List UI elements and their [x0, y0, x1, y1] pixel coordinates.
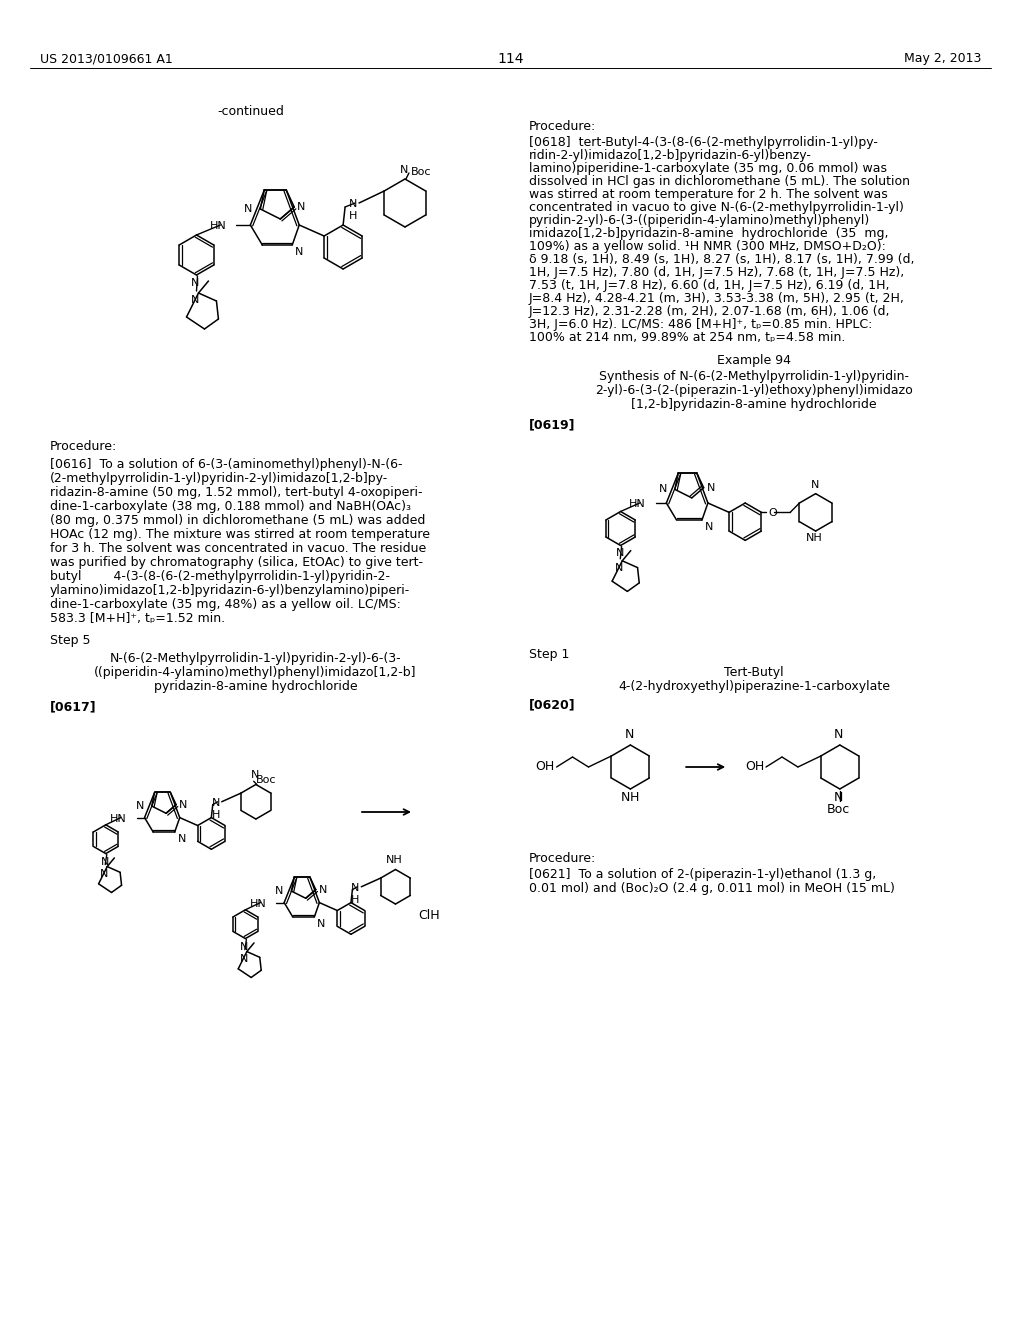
Text: Step 5: Step 5: [50, 634, 90, 647]
Text: 3H, J=6.0 Hz). LC/MS: 486 [M+H]⁺, tₚ=0.85 min. HPLC:: 3H, J=6.0 Hz). LC/MS: 486 [M+H]⁺, tₚ=0.8…: [528, 318, 872, 331]
Text: NH: NH: [386, 855, 402, 866]
Text: N: N: [810, 479, 819, 490]
Text: N: N: [707, 483, 715, 492]
Text: N: N: [275, 886, 284, 896]
Text: δ 9.18 (s, 1H), 8.49 (s, 1H), 8.27 (s, 1H), 8.17 (s, 1H), 7.99 (d,: δ 9.18 (s, 1H), 8.49 (s, 1H), 8.27 (s, 1…: [528, 253, 914, 267]
Text: [0619]: [0619]: [528, 418, 575, 432]
Text: Procedure:: Procedure:: [528, 120, 596, 133]
Text: N: N: [295, 247, 303, 257]
Text: N: N: [318, 884, 327, 895]
Text: [0621]  To a solution of 2-(piperazin-1-yl)ethanol (1.3 g,: [0621] To a solution of 2-(piperazin-1-y…: [528, 869, 876, 880]
Text: N: N: [615, 562, 624, 573]
Text: Procedure:: Procedure:: [50, 440, 117, 453]
Text: 583.3 [M+H]⁺, tₚ=1.52 min.: 583.3 [M+H]⁺, tₚ=1.52 min.: [50, 612, 225, 624]
Text: N: N: [835, 729, 844, 741]
Text: Boc: Boc: [256, 775, 276, 785]
Text: N: N: [244, 205, 253, 214]
Text: N: N: [241, 941, 249, 952]
Text: [0616]  To a solution of 6-(3-(aminomethyl)phenyl)-N-(6-: [0616] To a solution of 6-(3-(aminomethy…: [50, 458, 402, 471]
Text: N: N: [621, 791, 630, 804]
Text: (80 mg, 0.375 mmol) in dichloromethane (5 mL) was added: (80 mg, 0.375 mmol) in dichloromethane (…: [50, 513, 425, 527]
Text: lamino)piperidine-1-carboxylate (35 mg, 0.06 mmol) was: lamino)piperidine-1-carboxylate (35 mg, …: [528, 162, 887, 176]
Text: OH: OH: [536, 760, 555, 774]
Text: HN: HN: [250, 899, 266, 908]
Text: N: N: [191, 294, 200, 305]
Text: H: H: [630, 791, 639, 804]
Text: dine-1-carboxylate (38 mg, 0.188 mmol) and NaBH(OAc)₃: dine-1-carboxylate (38 mg, 0.188 mmol) a…: [50, 500, 411, 513]
Text: N: N: [349, 199, 357, 209]
Text: N: N: [705, 521, 714, 532]
Text: [0617]: [0617]: [50, 700, 96, 713]
Text: 109%) as a yellow solid. ¹H NMR (300 MHz, DMSO+D₂O):: 109%) as a yellow solid. ¹H NMR (300 MHz…: [528, 240, 886, 253]
Text: H: H: [349, 211, 357, 220]
Text: N: N: [658, 484, 667, 495]
Text: [0618]  tert-Butyl-4-(3-(8-(6-(2-methylpyrrolidin-1-yl)py-: [0618] tert-Butyl-4-(3-(8-(6-(2-methylpy…: [528, 136, 878, 149]
Text: H: H: [351, 895, 359, 904]
Text: ylamino)imidazo[1,2-b]pyridazin-6-yl)benzylamino)piperi-: ylamino)imidazo[1,2-b]pyridazin-6-yl)ben…: [50, 583, 411, 597]
Text: HN: HN: [210, 220, 226, 231]
Text: HOAc (12 mg). The mixture was stirred at room temperature: HOAc (12 mg). The mixture was stirred at…: [50, 528, 430, 541]
Text: pyridin-2-yl)-6-(3-((piperidin-4-ylamino)methyl)phenyl): pyridin-2-yl)-6-(3-((piperidin-4-ylamino…: [528, 214, 869, 227]
Text: 7.53 (t, 1H, J=7.8 Hz), 6.60 (d, 1H, J=7.5 Hz), 6.19 (d, 1H,: 7.53 (t, 1H, J=7.8 Hz), 6.60 (d, 1H, J=7…: [528, 279, 889, 292]
Text: N: N: [399, 165, 409, 176]
Text: (2-methylpyrrolidin-1-yl)pyridin-2-yl)imidazo[1,2-b]py-: (2-methylpyrrolidin-1-yl)pyridin-2-yl)im…: [50, 473, 388, 484]
Text: 2-yl)-6-(3-(2-(piperazin-1-yl)ethoxy)phenyl)imidazo: 2-yl)-6-(3-(2-(piperazin-1-yl)ethoxy)phe…: [595, 384, 913, 397]
Text: Tert-Butyl: Tert-Butyl: [724, 667, 783, 678]
Text: Boc: Boc: [411, 168, 431, 177]
Text: O: O: [768, 508, 777, 519]
Text: N-(6-(2-Methylpyrrolidin-1-yl)pyridin-2-yl)-6-(3-: N-(6-(2-Methylpyrrolidin-1-yl)pyridin-2-…: [110, 652, 401, 665]
Text: N: N: [625, 729, 634, 741]
Text: N: N: [297, 202, 305, 213]
Text: May 2, 2013: May 2, 2013: [904, 51, 981, 65]
Text: 114: 114: [498, 51, 524, 66]
Text: Synthesis of N-(6-(2-Methylpyrrolidin-1-yl)pyridin-: Synthesis of N-(6-(2-Methylpyrrolidin-1-…: [599, 370, 909, 383]
Text: ridazin-8-amine (50 mg, 1.52 mmol), tert-butyl 4-oxopiperi-: ridazin-8-amine (50 mg, 1.52 mmol), tert…: [50, 486, 422, 499]
Text: dine-1-carboxylate (35 mg, 48%) as a yellow oil. LC/MS:: dine-1-carboxylate (35 mg, 48%) as a yel…: [50, 598, 400, 611]
Text: N: N: [179, 800, 187, 809]
Text: HN: HN: [110, 813, 127, 824]
Text: N: N: [191, 279, 200, 288]
Text: H: H: [212, 809, 220, 820]
Text: Example 94: Example 94: [717, 354, 792, 367]
Text: N: N: [317, 919, 326, 929]
Text: N: N: [135, 801, 144, 810]
Text: N: N: [835, 791, 844, 804]
Text: [0620]: [0620]: [528, 698, 575, 711]
Text: Step 1: Step 1: [528, 648, 569, 661]
Text: ClH: ClH: [419, 909, 440, 923]
Text: 1H, J=7.5 Hz), 7.80 (d, 1H, J=7.5 Hz), 7.68 (t, 1H, J=7.5 Hz),: 1H, J=7.5 Hz), 7.80 (d, 1H, J=7.5 Hz), 7…: [528, 267, 904, 279]
Text: Procedure:: Procedure:: [528, 851, 596, 865]
Text: US 2013/0109661 A1: US 2013/0109661 A1: [40, 51, 173, 65]
Text: pyridazin-8-amine hydrochloride: pyridazin-8-amine hydrochloride: [154, 680, 357, 693]
Text: N: N: [212, 797, 220, 808]
Text: N: N: [251, 771, 259, 780]
Text: HN: HN: [629, 499, 646, 510]
Text: was stirred at room temperature for 2 h. The solvent was: was stirred at room temperature for 2 h.…: [528, 187, 888, 201]
Text: dissolved in HCl gas in dichloromethane (5 mL). The solution: dissolved in HCl gas in dichloromethane …: [528, 176, 909, 187]
Text: N: N: [100, 857, 109, 867]
Text: 0.01 mol) and (Boc)₂O (2.4 g, 0.011 mol) in MeOH (15 mL): 0.01 mol) and (Boc)₂O (2.4 g, 0.011 mol)…: [528, 882, 895, 895]
Text: OH: OH: [744, 760, 764, 774]
Text: N: N: [178, 834, 186, 843]
Text: J=12.3 Hz), 2.31-2.28 (m, 2H), 2.07-1.68 (m, 6H), 1.06 (d,: J=12.3 Hz), 2.31-2.28 (m, 2H), 2.07-1.68…: [528, 305, 890, 318]
Text: butyl        4-(3-(8-(6-(2-methylpyrrolidin-1-yl)pyridin-2-: butyl 4-(3-(8-(6-(2-methylpyrrolidin-1-y…: [50, 570, 390, 583]
Text: J=8.4 Hz), 4.28-4.21 (m, 3H), 3.53-3.38 (m, 5H), 2.95 (t, 2H,: J=8.4 Hz), 4.28-4.21 (m, 3H), 3.53-3.38 …: [528, 292, 904, 305]
Text: 100% at 214 nm, 99.89% at 254 nm, tₚ=4.58 min.: 100% at 214 nm, 99.89% at 254 nm, tₚ=4.5…: [528, 331, 845, 345]
Text: ridin-2-yl)imidazo[1,2-b]pyridazin-6-yl)benzy-: ridin-2-yl)imidazo[1,2-b]pyridazin-6-yl)…: [528, 149, 811, 162]
Text: was purified by chromatography (silica, EtOAc) to give tert-: was purified by chromatography (silica, …: [50, 556, 423, 569]
Text: Boc: Boc: [827, 803, 851, 816]
Text: for 3 h. The solvent was concentrated in vacuo. The residue: for 3 h. The solvent was concentrated in…: [50, 543, 426, 554]
Text: ((piperidin-4-ylamino)methyl)phenyl)imidazo[1,2-b]: ((piperidin-4-ylamino)methyl)phenyl)imid…: [94, 667, 417, 678]
Text: -continued: -continued: [217, 106, 285, 117]
Text: N: N: [100, 869, 109, 879]
Text: 4-(2-hydroxyethyl)piperazine-1-carboxylate: 4-(2-hydroxyethyl)piperazine-1-carboxyla…: [618, 680, 890, 693]
Text: N: N: [615, 549, 624, 558]
Text: [1,2-b]pyridazin-8-amine hydrochloride: [1,2-b]pyridazin-8-amine hydrochloride: [631, 399, 877, 411]
Text: NH: NH: [806, 533, 823, 543]
Text: concentrated in vacuo to give N-(6-(2-methylpyrrolidin-1-yl): concentrated in vacuo to give N-(6-(2-me…: [528, 201, 903, 214]
Text: imidazo[1,2-b]pyridazin-8-amine  hydrochloride  (35  mg,: imidazo[1,2-b]pyridazin-8-amine hydrochl…: [528, 227, 888, 240]
Text: N: N: [351, 883, 359, 892]
Text: N: N: [240, 953, 248, 964]
